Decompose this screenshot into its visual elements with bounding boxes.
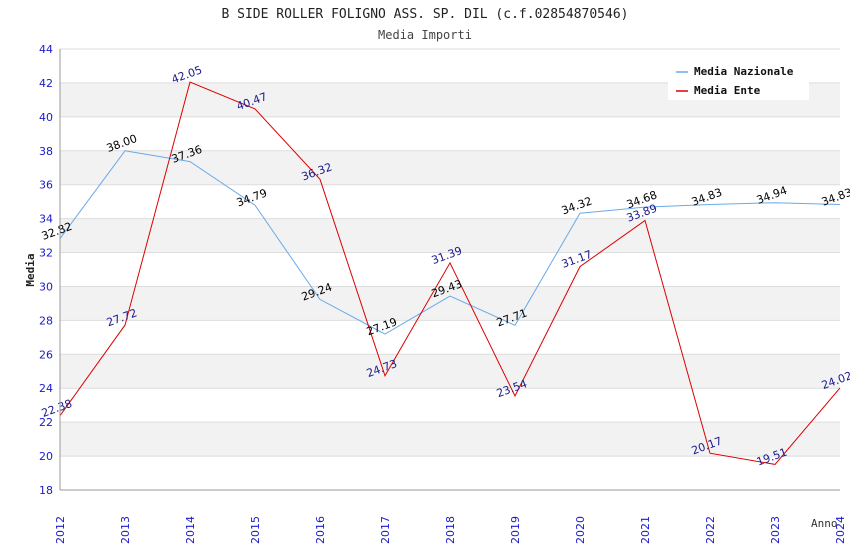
grid-bands (60, 49, 840, 490)
grid-band (60, 286, 840, 321)
legend-label-media-ente: Media Ente (694, 84, 761, 97)
grid-band (60, 354, 840, 389)
y-tick-label: 44 (39, 43, 53, 56)
y-tick-label: 26 (39, 348, 53, 361)
x-tick-label: 2016 (314, 516, 327, 544)
y-tick-label: 22 (39, 416, 53, 429)
chart-title: B SIDE ROLLER FOLIGNO ASS. SP. DIL (c.f.… (222, 7, 629, 22)
x-tick-label: 2013 (119, 516, 132, 544)
series-group (59, 81, 841, 465)
grid-band (60, 150, 840, 185)
grid-band (60, 422, 840, 457)
legend: Media Nazionale Media Ente (668, 60, 809, 100)
x-axis-title: Anno (811, 517, 838, 530)
series-line-1 (59, 81, 841, 465)
grid-band (60, 456, 840, 490)
x-tick-label: 2017 (379, 516, 392, 544)
y-tick-label: 40 (39, 111, 53, 124)
x-tick-label: 2023 (769, 516, 782, 544)
y-tick-label: 28 (39, 314, 53, 327)
x-tick-label: 2022 (704, 516, 717, 544)
grid-band (60, 218, 840, 253)
y-tick-label: 20 (39, 450, 53, 463)
y-tick-label: 32 (39, 247, 53, 260)
x-tick-label: 2020 (574, 516, 587, 544)
y-tick-label: 34 (39, 213, 53, 226)
x-tick-label: 2012 (54, 516, 67, 544)
x-tick-label: 2015 (249, 516, 262, 544)
x-tick-label: 2024 (834, 516, 847, 544)
y-tick-label: 18 (39, 484, 53, 497)
axes (59, 49, 840, 491)
y-tick-label: 30 (39, 280, 53, 293)
x-tick-label: 2014 (184, 516, 197, 544)
y-tick-label: 36 (39, 179, 53, 192)
x-tick-label: 2019 (509, 516, 522, 544)
grid-band (60, 116, 840, 151)
grid-band (60, 184, 840, 219)
series-line-0 (59, 150, 841, 335)
legend-box (668, 60, 809, 100)
y-tick-label: 24 (39, 382, 53, 395)
y-axis-ticks: 18 20 22 24 26 28 30 32 34 36 38 40 42 44 (39, 43, 53, 497)
y-tick-label: 42 (39, 77, 53, 90)
y-axis-title: Media (24, 253, 37, 286)
x-tick-label: 2021 (639, 516, 652, 544)
grid-band (60, 388, 840, 423)
y-tick-label: 38 (39, 145, 53, 158)
grid-band (60, 320, 840, 355)
legend-label-media-nazionale: Media Nazionale (694, 65, 794, 78)
chart-subtitle: Media Importi (378, 28, 472, 42)
x-tick-label: 2018 (444, 516, 457, 544)
grid-band (60, 252, 840, 287)
x-axis-ticks: 2012 2013 2014 2015 2016 2017 2018 2019 2020 2021… (54, 516, 847, 544)
